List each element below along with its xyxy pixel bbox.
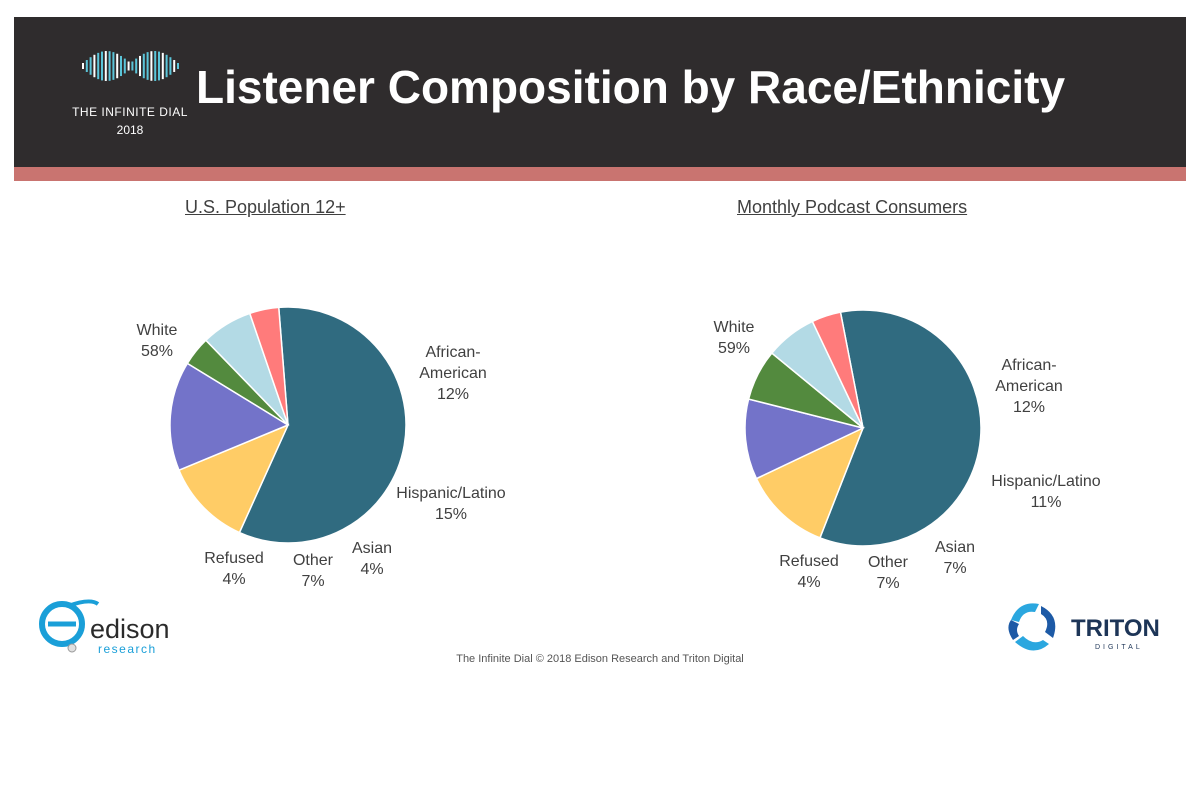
logo-bar [177, 63, 179, 69]
slice-label-white: White 58% [137, 322, 178, 360]
logo-bar [146, 52, 149, 80]
edison-logo: edison research [38, 596, 198, 658]
chart-title-podcast-consumers: Monthly Podcast Consumers [737, 197, 968, 217]
logo-bar [165, 54, 168, 78]
slice-label-refused: Refused 4% [779, 553, 839, 591]
slice-label-hispanic-latino: Hispanic/Latino 11% [991, 473, 1101, 511]
logo-line1: THE INFINITE DIAL [72, 105, 188, 119]
slice-white [238, 306, 407, 544]
logo-bar [97, 52, 100, 80]
triton-wordmark: TRITON [1071, 615, 1160, 642]
infinity-icon [82, 51, 179, 81]
logo-bar [131, 61, 134, 71]
slice-label-other: Other 7% [868, 554, 909, 592]
triton-mark-icon [1011, 603, 1039, 622]
edison-e-icon [39, 601, 85, 647]
edison-subtext: research [98, 642, 157, 656]
logo-bar [150, 51, 153, 81]
slice-label-other: Other 7% [293, 552, 334, 590]
logo-bar [101, 51, 103, 81]
triton-subtext: DIGITAL [1095, 644, 1143, 651]
logo-bar [139, 55, 141, 77]
slice-refused [248, 306, 289, 426]
logo-bar [142, 53, 145, 79]
slice-white [818, 309, 982, 547]
logo-bar [173, 60, 176, 72]
infinite-dial-logo: THE INFINITE DIAL 2018 [60, 30, 200, 150]
logo-bar [112, 52, 115, 80]
logo-bar [127, 61, 130, 71]
pie-us-population: White 58% African-American 12% Hispanic/Lati… [137, 306, 506, 590]
slice-label-african-american: African-American 12% [419, 344, 487, 403]
slice-african-american [755, 426, 865, 539]
logo-bar [135, 58, 138, 74]
logo-bar [108, 51, 111, 81]
logo-bar [82, 63, 84, 69]
logo-bar [158, 51, 160, 81]
header-stripe [14, 167, 1186, 181]
logo-bar [169, 57, 172, 75]
slice-refused [811, 311, 864, 429]
edison-wordmark: edison [90, 614, 170, 644]
logo-bar [104, 51, 107, 81]
page-title: Listener Composition by Race/Ethnicity [196, 61, 1066, 113]
logo-line2: 2018 [116, 123, 144, 137]
logo-bar [161, 52, 164, 80]
triton-logo: TRITON DIGITAL [1005, 598, 1175, 660]
logo-bar [116, 53, 119, 79]
slice-label-refused: Refused 4% [204, 550, 264, 588]
copyright-footer: The Infinite Dial © 2018 Edison Research… [456, 653, 744, 665]
slice-label-hispanic-latino: Hispanic/Latino 15% [396, 485, 506, 523]
slice-hispanic-latino [169, 362, 290, 472]
logo-bar [89, 57, 92, 75]
slice-label-african-american: African-American 12% [995, 357, 1063, 416]
pie-podcast-consumers: White 59% African-American 12% Hispanic/Lati… [714, 309, 1101, 592]
logo-bar [154, 51, 157, 81]
logo-bar [120, 55, 122, 77]
slice-african-american [178, 423, 290, 534]
logo-bar [123, 58, 126, 74]
slice-label-asian: Asian 4% [352, 540, 392, 578]
chart-title-us-population: U.S. Population 12+ [185, 197, 346, 217]
slice-label-asian: Asian 7% [935, 539, 975, 577]
slice-label-white: White 59% [714, 319, 755, 357]
header-bar [14, 17, 1186, 167]
logo-bar [93, 54, 96, 78]
logo-bar [85, 60, 88, 72]
slice-hispanic-latino [744, 398, 866, 480]
